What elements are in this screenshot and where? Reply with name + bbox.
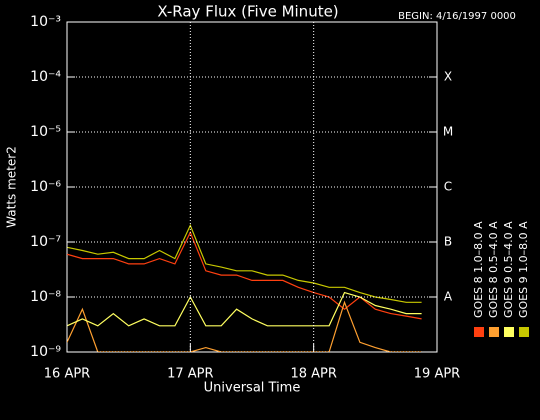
- y-tick-label: 10⁻⁸: [30, 289, 61, 305]
- series-line: [67, 300, 422, 352]
- y-tick-label: 10⁻³: [30, 14, 61, 30]
- y-tick-label: 10⁻⁶: [30, 179, 61, 195]
- legend-label: GOES 9 0.5–4.0 A: [502, 221, 515, 318]
- y2-tick-label: X: [444, 70, 452, 84]
- legend-swatch: [474, 327, 484, 337]
- legend-label: GOES 9 1.0–8.0 A: [517, 221, 530, 318]
- legend-swatch: [489, 327, 499, 337]
- y-axis-label: Watts meter2: [5, 146, 19, 228]
- legend-swatch: [504, 327, 514, 337]
- chart-title: X-Ray Flux (Five Minute): [157, 3, 338, 21]
- y-tick-label: 10⁻⁵: [30, 124, 61, 140]
- legend-label: GOES 8 0.5–4.0 A: [487, 221, 500, 318]
- y2-tick-label: A: [444, 290, 453, 304]
- y2-tick-label: M: [443, 125, 453, 139]
- y2-tick-label: B: [444, 235, 452, 249]
- series-line: [67, 223, 422, 303]
- x-tick-label: 16 APR: [44, 367, 90, 382]
- plot-area: [67, 223, 422, 352]
- chart-subtitle: BEGIN: 4/16/1997 0000: [398, 11, 516, 22]
- legend-swatch: [519, 327, 529, 337]
- x-tick-label: 18 APR: [290, 367, 336, 382]
- x-axis-label: Universal Time: [204, 381, 301, 396]
- x-tick-label: 17 APR: [167, 367, 213, 382]
- x-tick-label: 19 APR: [414, 367, 460, 382]
- y-tick-label: 10⁻⁷: [30, 234, 61, 250]
- series-line: [67, 291, 422, 327]
- legend-label: GOES 8 1.0–8.0 A: [472, 221, 485, 318]
- y-tick-label: 10⁻⁴: [30, 69, 61, 85]
- y2-tick-label: C: [444, 180, 452, 194]
- y-tick-label: 10⁻⁹: [30, 344, 61, 360]
